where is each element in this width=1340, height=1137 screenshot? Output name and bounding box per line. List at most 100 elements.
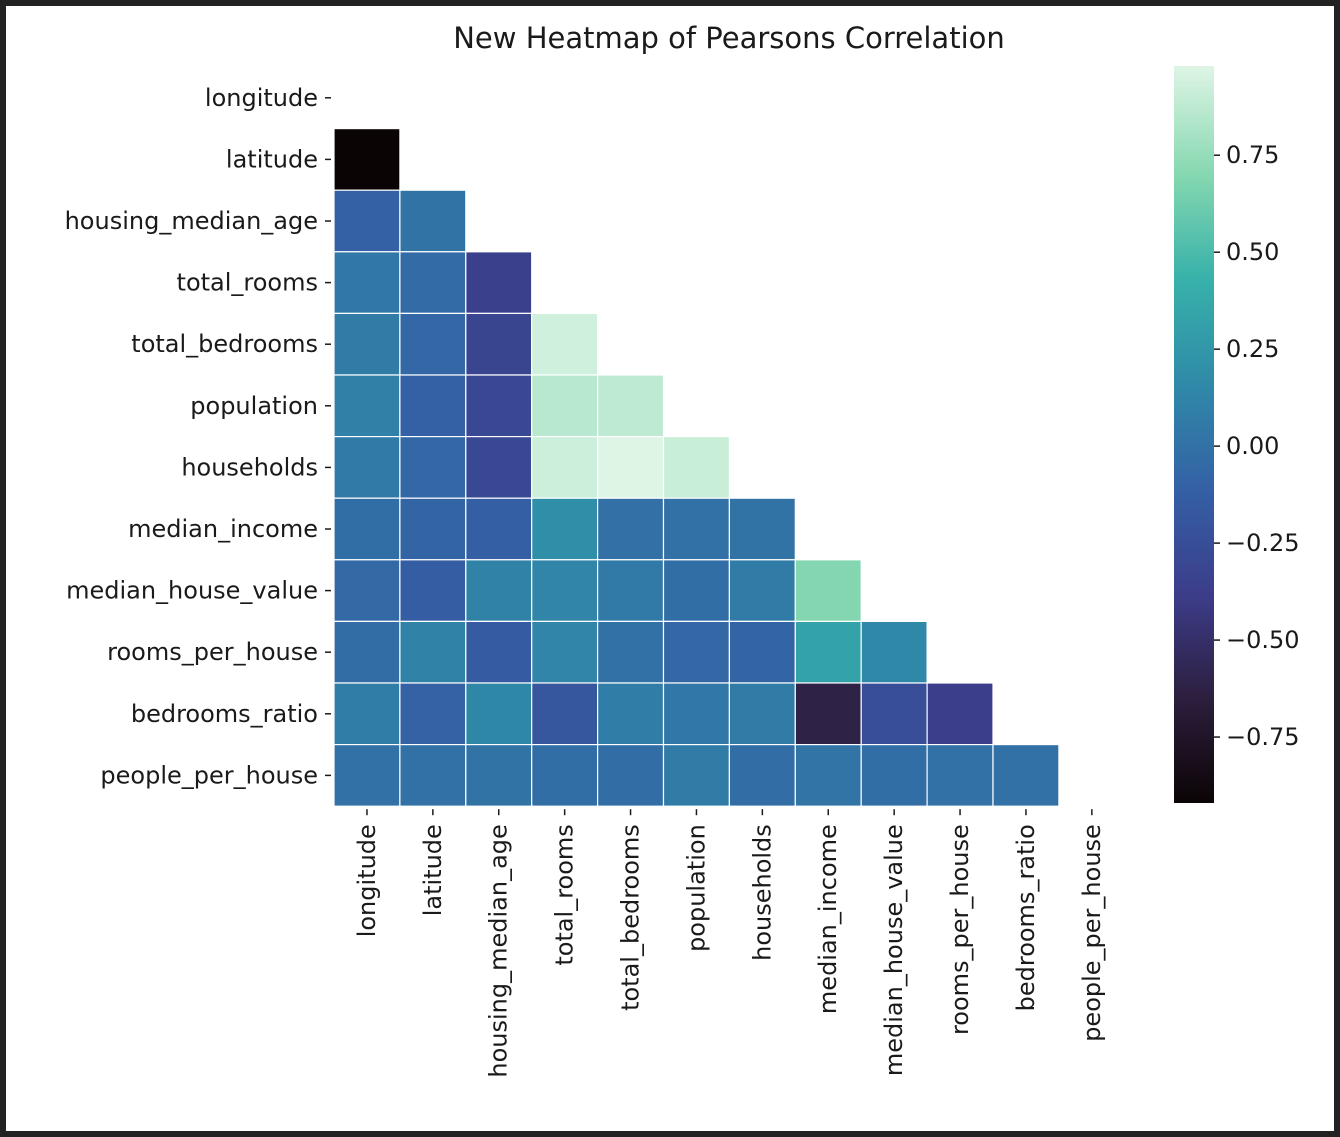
heatmap-cell-median_house_value-latitude: [399, 559, 467, 622]
heatmap-cell-people_per_house-median_house_value: [860, 743, 928, 807]
heatmap-cell-rooms_per_house-population: [662, 620, 731, 684]
heatmap-cell-rooms_per_house-housing_median_age: [465, 620, 533, 684]
figure-panel: New Heatmap of Pearsons Correlation long…: [6, 6, 1334, 1131]
heatmap-cell-rooms_per_house-latitude: [399, 620, 467, 684]
correlation-heatmap: New Heatmap of Pearsons Correlation long…: [65, 21, 1300, 1078]
heatmap-cell-rooms_per_house-households: [728, 620, 796, 684]
heatmap-cell-rooms_per_house-median_income: [794, 620, 862, 684]
heatmap-cell-population-total_rooms: [531, 374, 599, 438]
y-tick-label-people_per_house: people_per_house: [100, 761, 318, 789]
x-tick-label-median_house_value: median_house_value: [880, 824, 908, 1076]
colorbar-tick-label: −0.50: [1226, 626, 1300, 654]
heatmap-cell-people_per_house-total_bedrooms: [596, 743, 665, 807]
colorbar-tick-label: 0.50: [1226, 238, 1279, 266]
colorbar-tick-label: 0.25: [1226, 335, 1279, 363]
heatmap-cell-total_rooms-longitude: [333, 251, 401, 315]
y-tick-label-households: households: [181, 453, 318, 481]
x-tick-label-people_per_house: people_per_house: [1078, 824, 1106, 1042]
heatmap-cell-people_per_house-latitude: [399, 743, 467, 807]
heatmap-cell-median_income-total_bedrooms: [596, 497, 665, 561]
heatmap-cell-latitude-longitude: [333, 127, 401, 191]
heatmap-cell-bedrooms_ratio-population: [662, 682, 731, 746]
y-tick-label-total_bedrooms: total_bedrooms: [131, 330, 318, 358]
heatmap-cell-total_bedrooms-longitude: [333, 312, 401, 376]
x-tick-label-total_bedrooms: total_bedrooms: [617, 824, 645, 1011]
y-tick-label-rooms_per_house: rooms_per_house: [107, 638, 318, 666]
y-tick-label-total_rooms: total_rooms: [177, 269, 318, 297]
colorbar-tick-label: 0.00: [1226, 432, 1279, 460]
x-tick-label-latitude: latitude: [419, 824, 447, 916]
heatmap-cell-total_bedrooms-total_rooms: [531, 312, 599, 376]
heatmap-cell-people_per_house-bedrooms_ratio: [992, 743, 1060, 807]
heatmap-cell-people_per_house-total_rooms: [531, 743, 599, 807]
heatmap-cell-median_house_value-total_bedrooms: [596, 559, 665, 622]
heatmap-cell-bedrooms_ratio-median_income: [794, 682, 862, 746]
heatmap-cell-rooms_per_house-longitude: [333, 620, 401, 684]
heatmap-cell-bedrooms_ratio-median_house_value: [860, 682, 928, 746]
x-tick-label-households: households: [748, 824, 776, 961]
colorbar-tick-label: −0.25: [1226, 529, 1300, 557]
heatmap-cell-households-longitude: [333, 436, 401, 499]
colorbar-tick-label: 0.75: [1226, 141, 1279, 169]
heatmap-cell-total_rooms-housing_median_age: [465, 251, 533, 315]
heatmap-cell-population-latitude: [399, 374, 467, 438]
y-tick-label-population: population: [190, 392, 318, 420]
colorbar-ticks: 0.75 0.50 0.25 0.00 −0.25 −0.50 −0.75: [1214, 141, 1300, 751]
heatmap-cell-bedrooms_ratio-rooms_per_house: [926, 682, 994, 746]
heatmap-cell-median_income-total_rooms: [531, 497, 599, 561]
heatmap-cell-median_house_value-longitude: [333, 559, 401, 622]
heatmap-cell-households-total_rooms: [531, 436, 599, 499]
heatmap-cell-people_per_house-median_income: [794, 743, 862, 807]
y-tick-label-median_house_value: median_house_value: [66, 577, 318, 605]
heatmap-cell-bedrooms_ratio-total_rooms: [531, 682, 599, 746]
heatmap-cell-population-longitude: [333, 374, 401, 438]
x-tick-label-housing_median_age: housing_median_age: [485, 824, 513, 1077]
heatmap-cell-bedrooms_ratio-longitude: [333, 682, 401, 746]
heatmap-cell-rooms_per_house-median_house_value: [860, 620, 928, 684]
heatmap-cell-people_per_house-longitude: [333, 743, 401, 807]
heatmap-cell-median_house_value-housing_median_age: [465, 559, 533, 622]
heatmap-cell-people_per_house-rooms_per_house: [926, 743, 994, 807]
heatmap-cell-households-latitude: [399, 436, 467, 499]
heatmap-cell-median_income-households: [728, 497, 796, 561]
colorbar: [1174, 66, 1214, 803]
heatmap-cell-median_house_value-total_rooms: [531, 559, 599, 622]
heatmap-cell-median_income-population: [662, 497, 731, 561]
heatmap-cell-median_house_value-population: [662, 559, 731, 622]
x-tick-label-median_income: median_income: [814, 824, 842, 1014]
heatmap-cell-median_house_value-households: [728, 559, 796, 622]
heatmap-cell-median_income-longitude: [333, 497, 401, 561]
heatmap-cell-bedrooms_ratio-housing_median_age: [465, 682, 533, 746]
heatmap-cell-rooms_per_house-total_bedrooms: [596, 620, 665, 684]
x-tick-label-population: population: [682, 824, 710, 952]
heatmap-cell-bedrooms_ratio-latitude: [399, 682, 467, 746]
heatmap-cell-housing_median_age-latitude: [399, 189, 467, 253]
heatmap-cell-bedrooms_ratio-total_bedrooms: [596, 682, 665, 746]
y-tick-label-bedrooms_ratio: bedrooms_ratio: [131, 700, 318, 728]
x-axis: longitude latitude housing_median_age total…: [353, 809, 1106, 1078]
heatmap-cell-total_bedrooms-latitude: [399, 312, 467, 376]
heatmap-cell-households-population: [662, 436, 731, 499]
y-tick-label-median_income: median_income: [128, 515, 318, 543]
heatmap-cell-people_per_house-housing_median_age: [465, 743, 533, 807]
heatmap-cell-median_house_value-median_income: [794, 559, 862, 622]
heatmap-cell-bedrooms_ratio-households: [728, 682, 796, 746]
chart-title: New Heatmap of Pearsons Correlation: [453, 21, 1005, 55]
colorbar-tick-label: −0.75: [1226, 723, 1300, 751]
x-tick-label-longitude: longitude: [353, 824, 381, 937]
x-tick-label-total_rooms: total_rooms: [551, 824, 579, 965]
x-tick-label-rooms_per_house: rooms_per_house: [946, 824, 974, 1035]
heatmap-cell-median_income-latitude: [399, 497, 467, 561]
y-tick-label-housing_median_age: housing_median_age: [65, 207, 318, 235]
heatmap-cell-population-total_bedrooms: [596, 374, 665, 438]
y-tick-label-longitude: longitude: [205, 84, 318, 112]
heatmap-cell-median_income-housing_median_age: [465, 497, 533, 561]
heatmap-cell-total_bedrooms-housing_median_age: [465, 312, 533, 376]
y-axis: longitude latitude housing_median_agetotal…: [65, 84, 331, 789]
heatmap-cell-housing_median_age-longitude: [333, 189, 401, 253]
heatmap-cells: [333, 127, 1060, 807]
heatmap-cell-people_per_house-households: [728, 743, 796, 807]
heatmap-cell-rooms_per_house-total_rooms: [531, 620, 599, 684]
heatmap-cell-total_rooms-latitude: [399, 251, 467, 315]
